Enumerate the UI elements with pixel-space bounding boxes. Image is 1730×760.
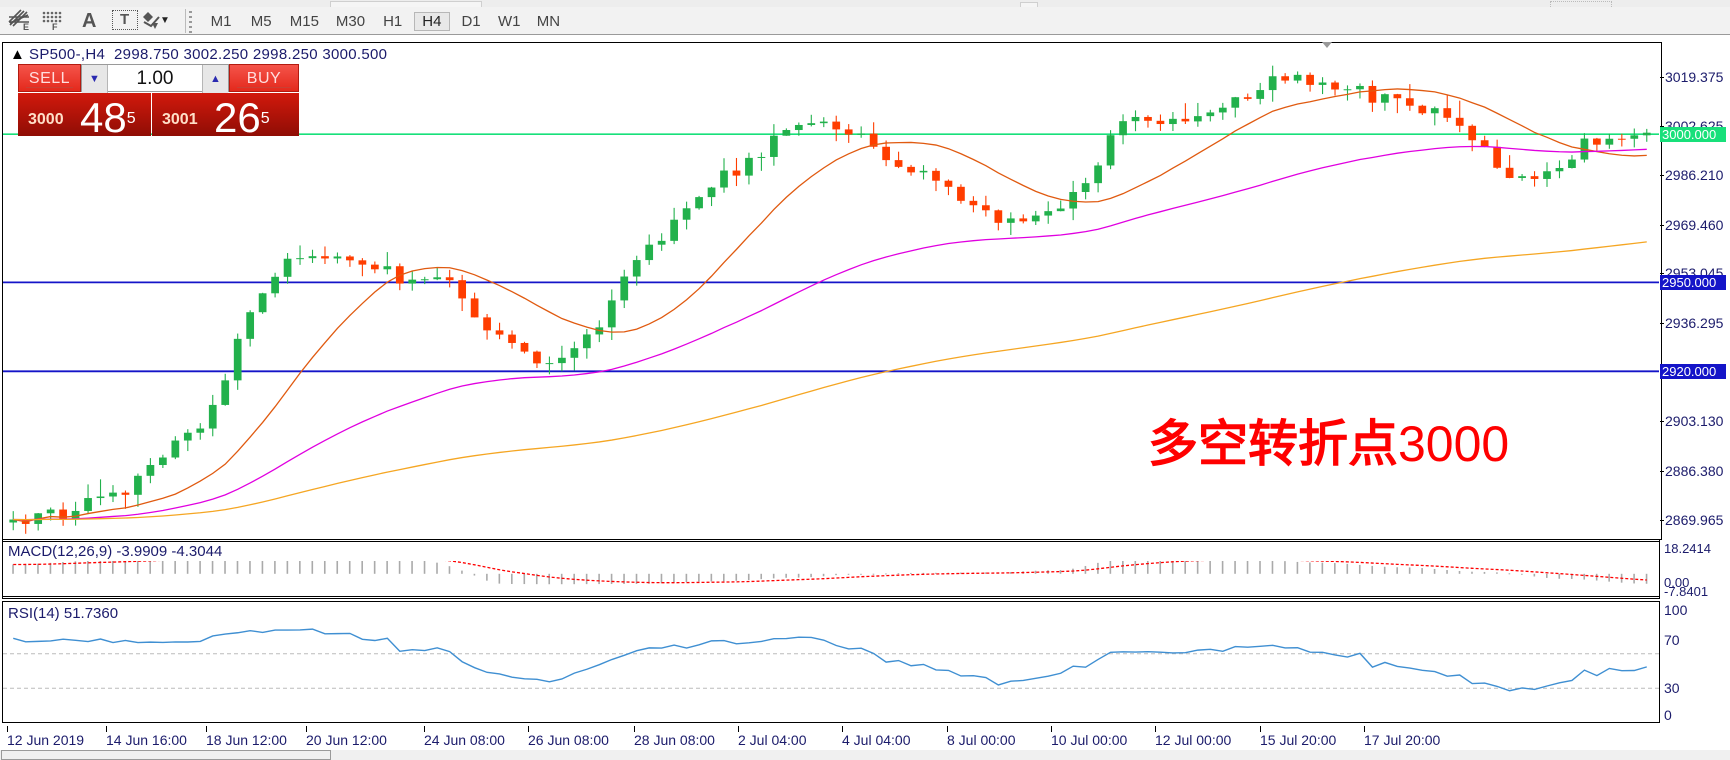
svg-text:E: E — [23, 22, 29, 31]
svg-text:F: F — [52, 22, 58, 31]
